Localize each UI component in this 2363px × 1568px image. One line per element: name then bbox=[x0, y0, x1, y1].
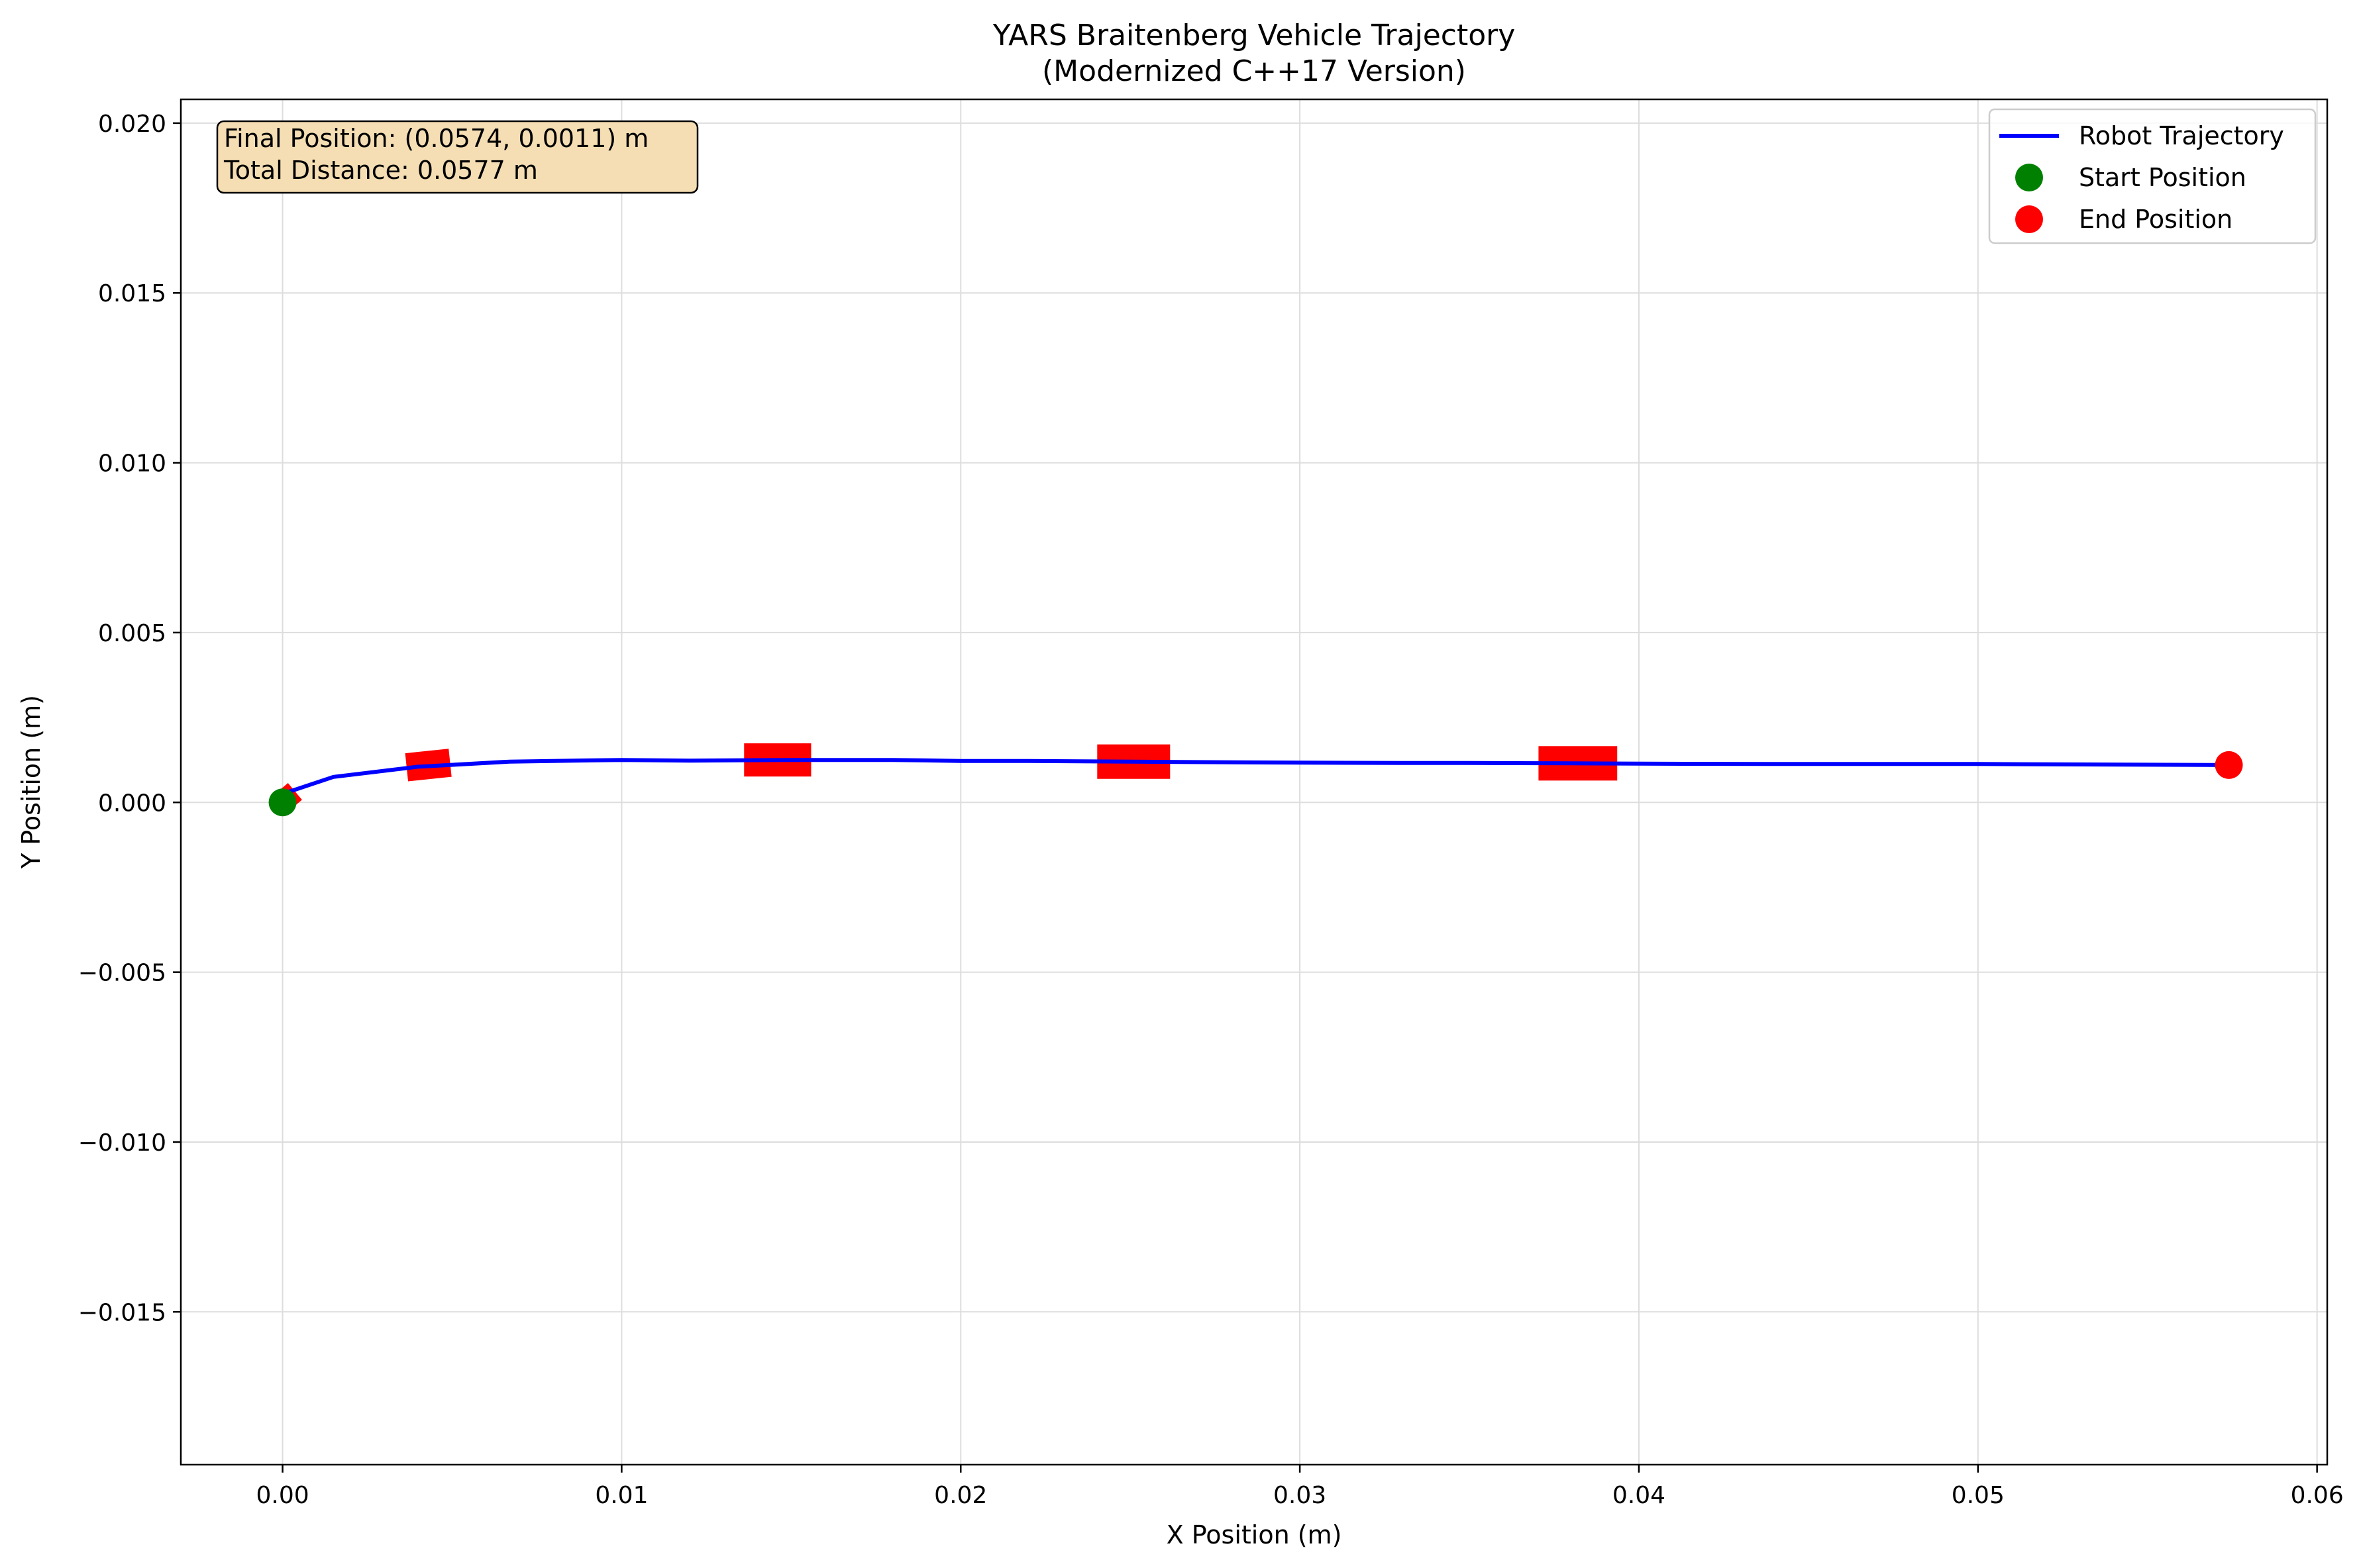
position-points bbox=[268, 751, 2243, 817]
x-axis-label: X Position (m) bbox=[1167, 1520, 1342, 1549]
info-total-distance: Total Distance: 0.0577 m bbox=[223, 156, 538, 185]
x-tick-label: 0.01 bbox=[595, 1482, 648, 1509]
legend-start-swatch bbox=[2015, 164, 2043, 191]
x-tick-label: 0.00 bbox=[256, 1482, 309, 1509]
y-tick-label: 0.000 bbox=[98, 790, 166, 817]
plot-area bbox=[181, 99, 2327, 1465]
info-final-position: Final Position: (0.0574, 0.0011) m bbox=[224, 124, 649, 153]
x-tick-label: 0.04 bbox=[1612, 1482, 1665, 1509]
series bbox=[280, 758, 2231, 796]
info-box: Final Position: (0.0574, 0.0011) m Total… bbox=[216, 120, 699, 194]
x-tick-label: 0.05 bbox=[1952, 1482, 2005, 1509]
y-tick-label: 0.005 bbox=[98, 620, 166, 647]
y-axis-label: Y Position (m) bbox=[17, 695, 46, 869]
chart-subtitle: (Modernized C++17 Version) bbox=[1042, 54, 1466, 88]
x-tick-label: 0.06 bbox=[2291, 1482, 2344, 1509]
chart-title: YARS Braitenberg Vehicle Trajectory bbox=[992, 19, 1516, 52]
legend-frame bbox=[1988, 108, 2317, 244]
y-tick-label: 0.020 bbox=[98, 111, 166, 138]
plot-frame bbox=[180, 98, 2329, 1466]
y-tick-label: −0.005 bbox=[78, 960, 166, 987]
x-tick-label: 0.02 bbox=[934, 1482, 987, 1509]
x-axis-ticks: 0.00 0.01 0.02 0.03 0.04 0.05 0.06 bbox=[256, 1465, 2344, 1509]
x-tick-label: 0.03 bbox=[1273, 1482, 1326, 1509]
legend-start-label: Start Position bbox=[2079, 163, 2246, 192]
y-axis-ticks: 0.020 0.015 0.010 0.005 0.000 −0.005 −0.010 −0.… bbox=[78, 111, 181, 1326]
legend-end-swatch bbox=[2015, 205, 2043, 233]
start-position-point bbox=[268, 788, 297, 817]
y-tick-label: −0.010 bbox=[78, 1129, 166, 1157]
legend: Robot Trajectory Start Position End Posi… bbox=[1988, 108, 2317, 244]
trajectory-line bbox=[280, 758, 2231, 796]
legend-trajectory-label: Robot Trajectory bbox=[2079, 121, 2284, 150]
y-tick-label: 0.010 bbox=[98, 450, 166, 478]
legend-end-label: End Position bbox=[2079, 205, 2232, 234]
end-position-point bbox=[2215, 751, 2243, 779]
y-tick-label: −0.015 bbox=[78, 1299, 166, 1326]
info-box-background bbox=[216, 120, 699, 194]
y-tick-label: 0.015 bbox=[98, 280, 166, 307]
